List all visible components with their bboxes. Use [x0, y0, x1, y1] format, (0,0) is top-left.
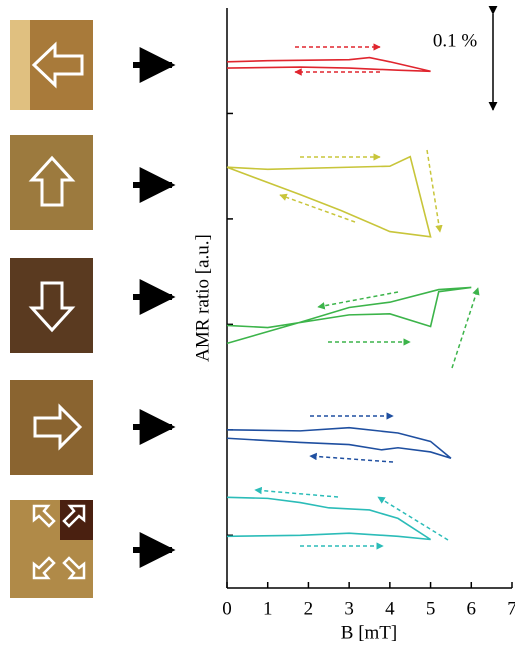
- x-tick-label: 6: [467, 598, 477, 619]
- series-line: [227, 58, 431, 72]
- micrographs: [10, 20, 93, 598]
- x-tick-label: 4: [385, 598, 395, 619]
- x-tick-label: 3: [344, 598, 354, 619]
- series-line: [227, 497, 431, 539]
- x-tick-label: 0: [222, 598, 232, 619]
- figure: 0.1 % AMR ratio [a.u.] B [mT] 0 1 2 3 4 5 6 7: [0, 0, 515, 650]
- series-line: [227, 157, 431, 237]
- page: {"chart_data": {"type": "line", "xlabel"…: [0, 0, 515, 650]
- series-line: [227, 287, 471, 343]
- tile-shade: [10, 20, 30, 110]
- x-tick-label: 1: [263, 598, 273, 619]
- x-axis-label: B [mT]: [341, 622, 397, 643]
- annotation: 0.1 %: [433, 30, 478, 51]
- sweep: [427, 150, 440, 232]
- x-tick-label: 5: [426, 598, 436, 619]
- sweep: [452, 288, 478, 368]
- tile: [10, 135, 93, 230]
- x-tick-label: 7: [507, 598, 515, 619]
- sweep: [318, 292, 398, 307]
- sweep: [255, 490, 338, 497]
- tile: [10, 258, 93, 353]
- sweep-arrows: [255, 47, 478, 546]
- sweep: [280, 195, 355, 222]
- sweep: [378, 497, 448, 540]
- x-tick-label: 2: [304, 598, 314, 619]
- pointer-arrows: [133, 65, 172, 550]
- sweep: [310, 456, 393, 462]
- series-line: [227, 428, 451, 459]
- y-axis-label: AMR ratio [a.u.]: [192, 234, 213, 362]
